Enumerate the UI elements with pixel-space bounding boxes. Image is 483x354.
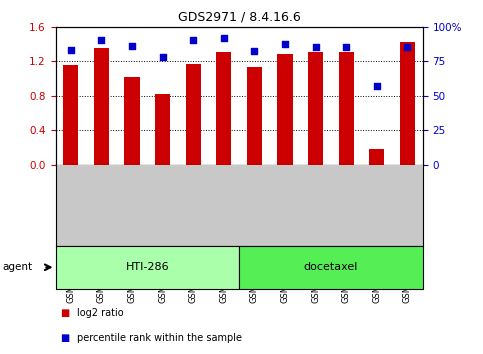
Point bbox=[403, 45, 411, 50]
Text: log2 ratio: log2 ratio bbox=[77, 308, 124, 318]
Bar bbox=[339, 52, 354, 165]
Point bbox=[67, 47, 75, 53]
Bar bbox=[247, 67, 262, 165]
Text: percentile rank within the sample: percentile rank within the sample bbox=[77, 333, 242, 343]
Point bbox=[342, 45, 350, 50]
Bar bbox=[56, 246, 239, 289]
Bar bbox=[369, 149, 384, 165]
Bar bbox=[216, 52, 231, 165]
Bar bbox=[125, 76, 140, 165]
Text: docetaxel: docetaxel bbox=[304, 262, 358, 272]
Bar bbox=[94, 48, 109, 165]
Point bbox=[159, 54, 167, 60]
Text: GDS2971 / 8.4.16.6: GDS2971 / 8.4.16.6 bbox=[178, 11, 300, 24]
Text: ■: ■ bbox=[60, 333, 70, 343]
Bar bbox=[308, 52, 323, 165]
Text: HTI-286: HTI-286 bbox=[126, 262, 169, 272]
Point bbox=[220, 35, 227, 40]
Bar bbox=[155, 94, 170, 165]
Point bbox=[98, 38, 105, 43]
Point bbox=[128, 43, 136, 49]
Point bbox=[281, 42, 289, 47]
Bar bbox=[277, 54, 293, 165]
Bar bbox=[63, 65, 78, 165]
Point bbox=[189, 38, 197, 43]
Bar bbox=[400, 42, 415, 165]
Point bbox=[373, 83, 381, 89]
Point bbox=[251, 48, 258, 54]
Bar bbox=[185, 64, 201, 165]
Text: ■: ■ bbox=[60, 308, 70, 318]
Point bbox=[312, 45, 319, 50]
Bar bbox=[239, 246, 423, 289]
Text: agent: agent bbox=[2, 262, 32, 272]
